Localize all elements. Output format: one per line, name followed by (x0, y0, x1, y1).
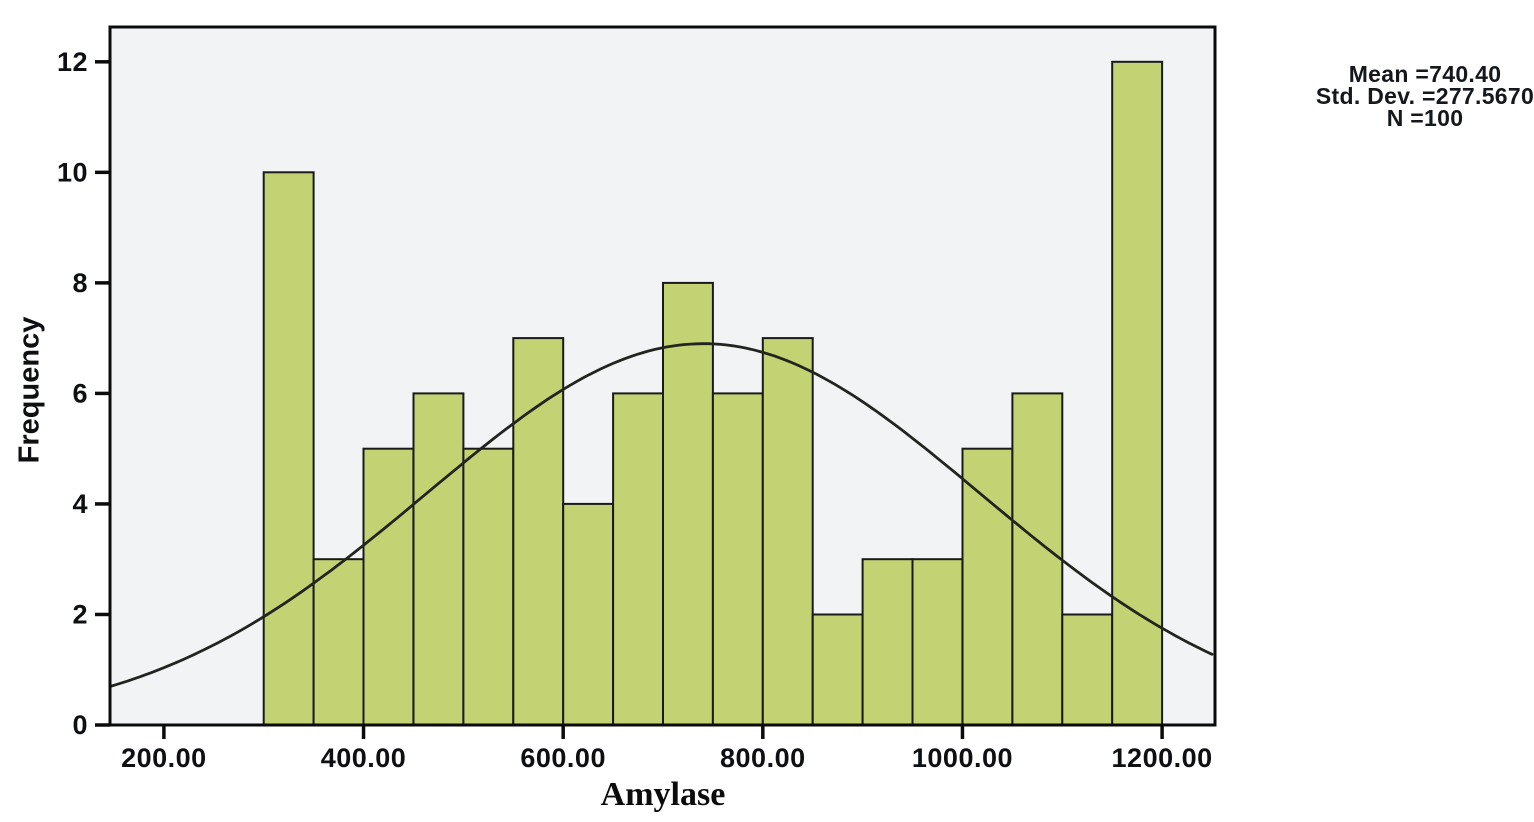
y-tick-label: 10 (57, 157, 88, 187)
y-tick-label: 4 (72, 489, 88, 519)
histogram-bar (811, 613, 864, 726)
histogram-bar (662, 281, 714, 726)
y-tick-label: 8 (72, 268, 88, 298)
x-axis-title: Amylase (600, 776, 726, 813)
stat-n: N =100 (1386, 105, 1464, 131)
y-tick-label: 0 (72, 710, 88, 740)
y-tick-label: 6 (72, 378, 88, 408)
histogram-bar (761, 337, 814, 726)
stat-std-dev: Std. Dev. =277.5670 (1315, 83, 1534, 109)
y-tick-label: 2 (72, 599, 88, 629)
y-tick-label: 12 (57, 47, 88, 77)
y-axis-title: Frequency (13, 316, 46, 464)
x-tick-label: 600.00 (520, 743, 606, 773)
histogram-bar (861, 558, 914, 727)
x-tick-label: 800.00 (720, 743, 806, 773)
histogram-bar (512, 337, 565, 726)
histogram-bar (362, 447, 415, 726)
histogram-bar (961, 447, 1014, 726)
histogram-bar (462, 447, 515, 726)
stats-annotation: Mean =740.40 Std. Dev. =277.5670 N =100 (1294, 61, 1534, 131)
x-tick-label: 1000.00 (912, 743, 1013, 773)
histogram-bar (711, 392, 764, 726)
x-tick-label: 400.00 (321, 743, 407, 773)
histogram-bar (612, 392, 664, 726)
histogram-bar (1061, 613, 1114, 726)
stat-mean: Mean =740.40 (1348, 61, 1502, 87)
histogram-bar (562, 502, 615, 726)
histogram-bar (1011, 392, 1064, 726)
histogram-bar (1111, 60, 1164, 727)
histogram-bar (412, 392, 465, 726)
histogram-bar (312, 558, 365, 727)
x-tick-label: 1200.00 (1112, 743, 1213, 773)
x-tick-label: 200.00 (121, 743, 207, 773)
histogram-bar (262, 171, 315, 727)
normal-curve (108, 342, 1214, 688)
plot-border (108, 25, 1217, 727)
histogram-bar (911, 558, 964, 727)
